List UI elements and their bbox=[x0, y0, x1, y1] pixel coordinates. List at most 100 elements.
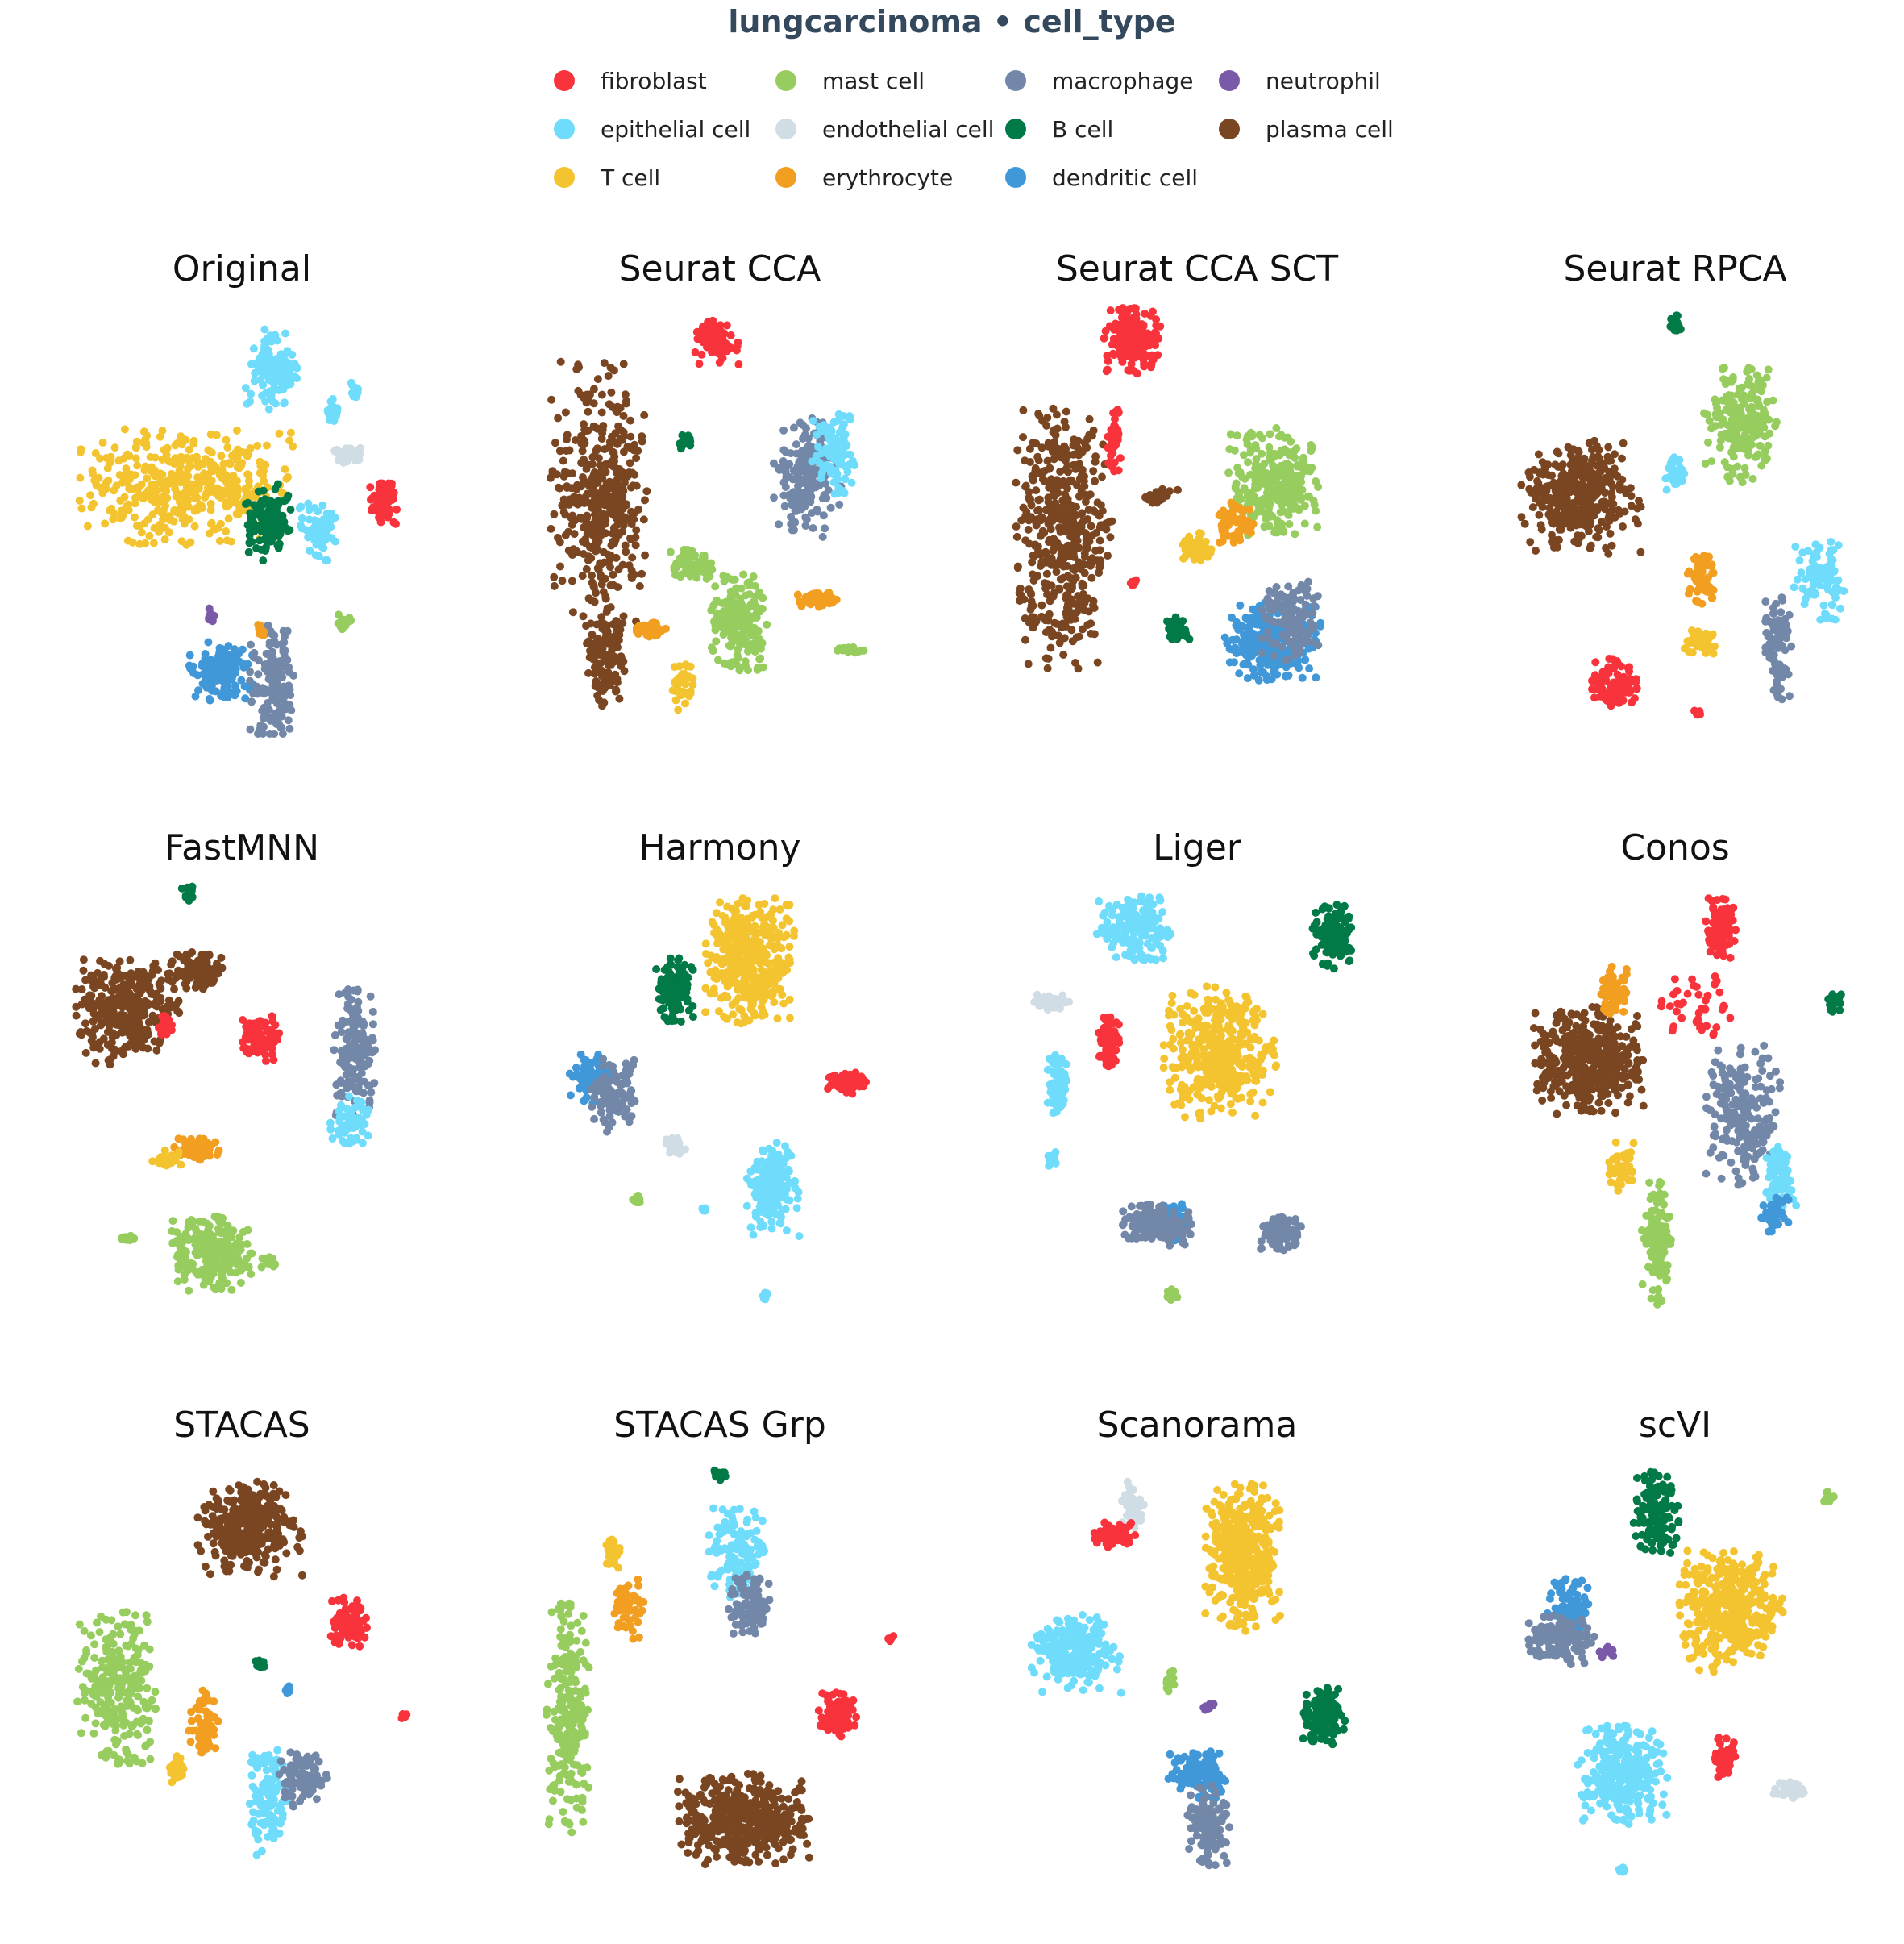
cell-point bbox=[109, 515, 118, 524]
cell-point bbox=[201, 672, 210, 681]
cell-point bbox=[264, 706, 273, 714]
cell-point bbox=[1312, 477, 1320, 485]
cell-point bbox=[750, 647, 759, 656]
cell-point bbox=[243, 660, 252, 668]
cell-point bbox=[1140, 334, 1149, 343]
cell-point bbox=[622, 399, 630, 408]
cell-point bbox=[254, 670, 263, 679]
cell-point bbox=[233, 426, 241, 435]
cell-point bbox=[260, 325, 269, 334]
legend-label: epithelial cell bbox=[601, 116, 750, 143]
cell-point bbox=[1042, 569, 1051, 578]
cell-point bbox=[123, 536, 132, 545]
cell-point bbox=[619, 360, 628, 368]
cell-point bbox=[88, 466, 97, 475]
cell-point bbox=[1266, 598, 1275, 607]
cell-point bbox=[792, 449, 801, 458]
cell-point bbox=[238, 645, 247, 654]
cell-point bbox=[259, 381, 267, 389]
cell-point bbox=[1690, 555, 1698, 564]
cell-point bbox=[1288, 617, 1297, 626]
legend-item-epithelial-cell: epithelial cell bbox=[554, 116, 750, 143]
cell-point bbox=[744, 618, 753, 627]
legend-item-erythrocyte: erythrocyte bbox=[775, 164, 953, 191]
cell-point bbox=[592, 540, 601, 549]
cell-point bbox=[223, 500, 232, 508]
cell-point bbox=[1066, 477, 1075, 485]
cell-point bbox=[597, 580, 606, 589]
cell-point bbox=[1104, 459, 1113, 467]
cell-point bbox=[1037, 551, 1045, 559]
cell-point bbox=[1079, 606, 1088, 614]
cell-point bbox=[1080, 472, 1088, 481]
cell-point bbox=[1025, 458, 1034, 466]
legend-item-plasma-cell: plasma cell bbox=[1219, 116, 1394, 143]
cell-point bbox=[627, 574, 636, 582]
cell-point bbox=[1765, 429, 1774, 438]
cell-point bbox=[1266, 448, 1274, 457]
cell-point bbox=[619, 447, 628, 456]
cell-point bbox=[233, 492, 242, 501]
cell-point bbox=[212, 431, 221, 439]
cell-point bbox=[1281, 496, 1290, 505]
cell-point bbox=[791, 518, 800, 527]
cell-point bbox=[260, 722, 268, 731]
cluster-erythrocyte bbox=[254, 621, 268, 639]
cell-point bbox=[1251, 476, 1260, 485]
cell-point bbox=[697, 350, 706, 359]
cell-point bbox=[612, 626, 621, 635]
cell-point bbox=[603, 627, 612, 636]
cell-point bbox=[598, 671, 607, 680]
cell-point bbox=[1233, 635, 1241, 644]
cell-point bbox=[1704, 438, 1712, 447]
cell-point bbox=[1609, 499, 1618, 508]
cluster-epithelial-cell bbox=[1790, 538, 1848, 624]
cell-point bbox=[1185, 635, 1194, 643]
cell-point bbox=[1241, 474, 1249, 483]
cell-point bbox=[141, 539, 150, 547]
cell-point bbox=[185, 445, 193, 454]
cell-point bbox=[1285, 451, 1294, 460]
cell-point bbox=[237, 676, 246, 685]
cell-point bbox=[702, 574, 711, 583]
cell-point bbox=[641, 496, 649, 505]
panel-title: Seurat RPCA bbox=[1563, 248, 1786, 289]
cell-point bbox=[1225, 658, 1234, 667]
cell-point bbox=[1761, 452, 1769, 461]
cell-point bbox=[1810, 550, 1819, 559]
cell-point bbox=[1765, 653, 1774, 662]
cell-point bbox=[145, 531, 154, 540]
cell-point bbox=[606, 563, 614, 572]
cell-point bbox=[732, 346, 741, 355]
cell-point bbox=[1040, 477, 1049, 485]
cell-point bbox=[1557, 463, 1566, 472]
cell-point bbox=[1619, 522, 1627, 531]
cell-point bbox=[818, 494, 827, 503]
cell-point bbox=[1042, 421, 1051, 430]
cell-point bbox=[244, 471, 253, 480]
cell-point bbox=[1790, 583, 1798, 592]
cell-point bbox=[1174, 485, 1182, 494]
cell-point bbox=[592, 547, 600, 556]
cell-point bbox=[739, 636, 748, 645]
cell-point bbox=[808, 457, 817, 466]
cell-point bbox=[1300, 656, 1309, 664]
cell-point bbox=[1060, 544, 1069, 553]
cell-point bbox=[681, 699, 689, 708]
cell-point bbox=[1084, 506, 1093, 514]
cell-point bbox=[1807, 590, 1815, 599]
cell-point bbox=[837, 458, 846, 467]
cell-point bbox=[835, 500, 844, 509]
cell-point bbox=[148, 463, 156, 472]
cell-point bbox=[610, 523, 619, 532]
cell-point bbox=[1141, 310, 1149, 318]
cell-point bbox=[217, 656, 226, 665]
cell-point bbox=[592, 589, 600, 597]
cell-point bbox=[204, 638, 213, 647]
cell-point bbox=[1243, 674, 1252, 683]
cell-point bbox=[246, 676, 254, 685]
cell-point bbox=[1618, 475, 1627, 484]
cell-point bbox=[779, 478, 788, 487]
cell-point bbox=[189, 439, 198, 448]
cell-point bbox=[597, 468, 605, 477]
